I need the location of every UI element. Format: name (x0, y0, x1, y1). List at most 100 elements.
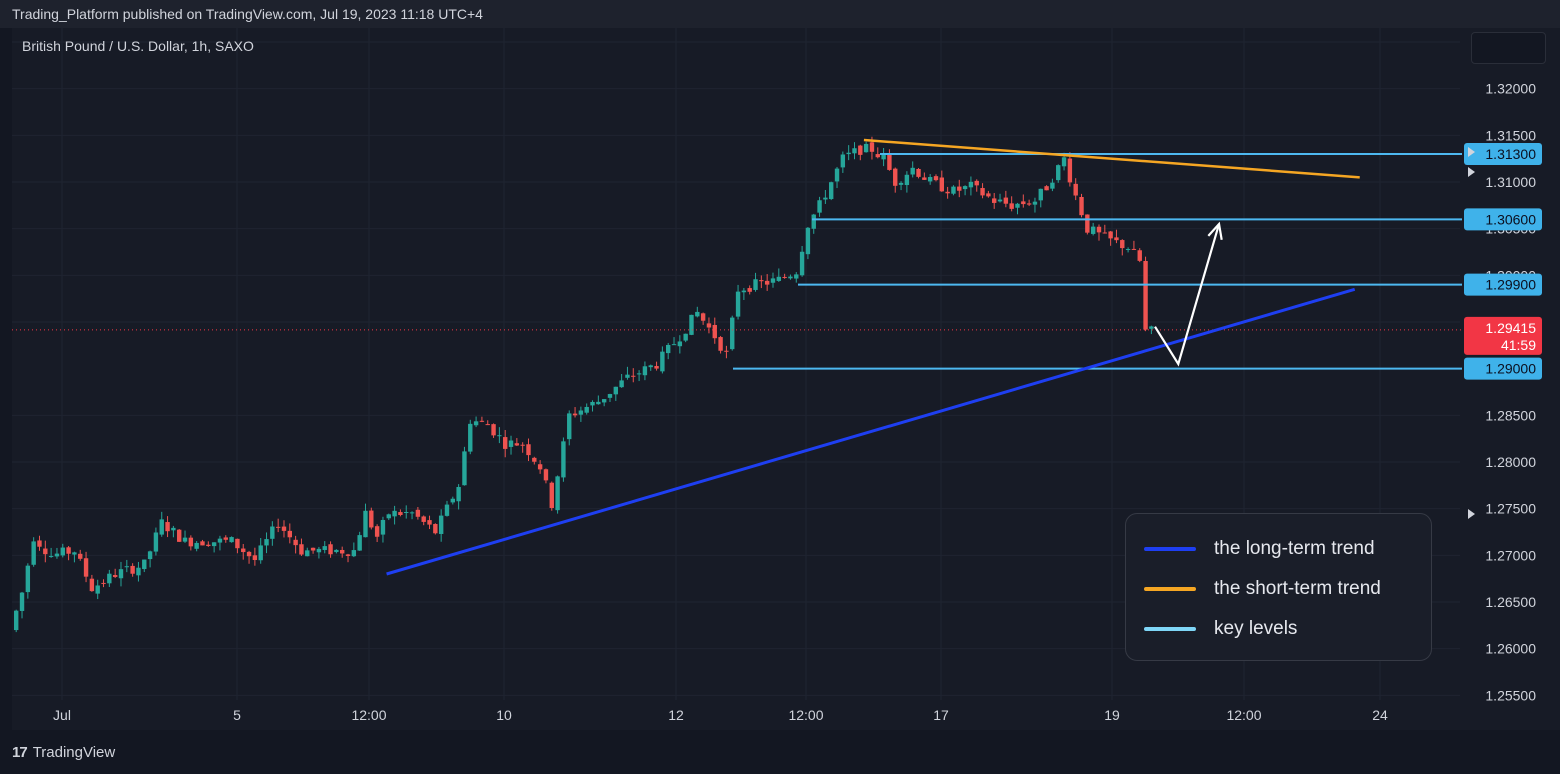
candle-body (666, 344, 671, 354)
candle-body (980, 188, 985, 196)
candle-body (607, 394, 613, 398)
candle-body (636, 373, 642, 375)
projection-arrow[interactable] (1154, 223, 1221, 367)
axis-marker-icon (1468, 147, 1475, 157)
candle-body (118, 569, 124, 579)
candle-body (584, 406, 589, 413)
price-tick-label: 1.28000 (1485, 454, 1536, 470)
candle-body (660, 351, 665, 372)
candle-body (182, 537, 188, 542)
candle-body (1044, 186, 1049, 191)
candle-body (159, 519, 164, 535)
candle-body (799, 251, 805, 276)
candle-body (817, 200, 822, 213)
candle-body (957, 186, 962, 191)
candle-body (398, 512, 403, 515)
candle-body (357, 535, 362, 551)
candle-body (246, 551, 252, 557)
time-tick-label: 12:00 (351, 707, 386, 723)
candle-body (631, 375, 636, 377)
candle-body (72, 552, 77, 555)
candle-body (811, 214, 816, 229)
candle-body (1120, 240, 1125, 249)
candle-body (1114, 237, 1119, 241)
axis-marker-icon (1468, 509, 1475, 519)
candle-body (194, 542, 199, 549)
time-tick-label: 10 (496, 707, 512, 723)
candle-body (1090, 226, 1096, 234)
candle-body (19, 592, 25, 611)
price-tick-label: 1.25500 (1485, 687, 1536, 703)
candle-body (60, 547, 65, 556)
candle-body (677, 341, 683, 347)
candle-body (37, 540, 42, 547)
candle-body (258, 545, 263, 561)
candle-body (211, 542, 217, 547)
legend-label: the short-term trend (1214, 578, 1381, 599)
candle-body (200, 541, 205, 546)
candle-body (83, 558, 89, 577)
candle-body (962, 186, 968, 190)
key-level-price-label: 1.31300 (1485, 146, 1536, 162)
price-tick-label: 1.28500 (1485, 407, 1536, 423)
legend-item-long-term: the long-term trend (1144, 538, 1375, 560)
key-level-price-tag (1464, 143, 1542, 165)
candle-body (1015, 203, 1020, 208)
candle-body (177, 529, 182, 542)
candle-body (951, 186, 956, 194)
candle-body (54, 553, 60, 557)
candle-body (590, 401, 595, 406)
candle-body (916, 168, 921, 177)
candle-body (66, 547, 71, 554)
time-tick-label: 19 (1104, 707, 1120, 723)
candle-body (48, 555, 54, 557)
candle-body (572, 413, 578, 416)
candle-body (43, 548, 48, 555)
current-price-tag (1464, 316, 1542, 355)
candle-body (1143, 260, 1148, 330)
candle-body (188, 537, 194, 547)
candle-body (823, 197, 828, 200)
price-tick-label: 1.26000 (1485, 641, 1536, 657)
candle-body (101, 582, 106, 584)
time-tick-label: 24 (1372, 707, 1388, 723)
candle-body (887, 154, 892, 170)
candle-body (147, 551, 153, 560)
price-tick-label: 1.31500 (1485, 127, 1536, 143)
candle-body (328, 544, 333, 555)
candle-body (706, 323, 712, 328)
candle-body (753, 279, 758, 290)
legend-item-short-term: the short-term trend (1144, 578, 1381, 600)
candle-body (1137, 250, 1142, 261)
long-term-trend-line[interactable] (386, 287, 1356, 576)
candle-body (939, 177, 945, 192)
candle-body (322, 546, 327, 550)
projection-arrow-head (1207, 221, 1223, 240)
symbol-title[interactable]: British Pound / U.S. Dollar, 1h, SAXO (22, 38, 254, 54)
chart-settings-box[interactable] (1471, 32, 1546, 64)
candle-body (334, 549, 339, 553)
key-level-price-tag (1464, 208, 1542, 231)
candle-body (299, 544, 304, 555)
candle-body (968, 181, 974, 188)
price-tick-label: 1.32000 (1485, 81, 1536, 97)
candle-body (1038, 188, 1043, 201)
short-term-trend-line[interactable] (863, 138, 1360, 179)
candle-body (863, 143, 869, 153)
price-tick-label: 1.26500 (1485, 594, 1536, 610)
candle-body (369, 510, 374, 528)
candle-body (532, 457, 537, 462)
candle-body (718, 337, 723, 351)
candle-body (549, 482, 554, 508)
candle-body (380, 519, 386, 535)
key-level-price-tag (1464, 273, 1542, 296)
candle-body (904, 174, 910, 186)
candle-body (648, 365, 653, 368)
key-level-price-label: 1.30600 (1485, 211, 1536, 227)
candle-body (1096, 226, 1102, 233)
candle-body (171, 527, 176, 531)
candle-body (433, 523, 438, 534)
tradingview-logo[interactable]: 17 TradingView (12, 744, 115, 761)
candle-body (1108, 231, 1113, 239)
